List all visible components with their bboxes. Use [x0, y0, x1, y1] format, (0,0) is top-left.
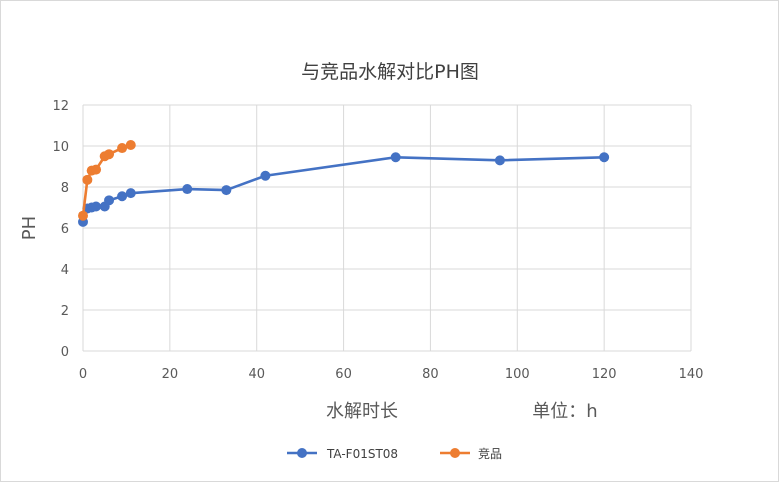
data-point	[221, 185, 232, 196]
data-point	[91, 201, 102, 212]
x-tick-label: 20	[162, 367, 179, 382]
data-point	[390, 152, 401, 163]
y-axis-label: PH	[19, 216, 40, 240]
data-point	[599, 152, 610, 163]
data-point	[117, 143, 128, 154]
y-tick-label: 0	[61, 345, 69, 360]
gridlines	[82, 104, 692, 352]
legend-marker	[450, 448, 460, 458]
data-point	[104, 149, 115, 160]
y-tick-labels: 0 2 4 6 8 10 12	[52, 99, 69, 360]
x-tick-label: 120	[592, 367, 617, 382]
data-point	[125, 139, 136, 150]
y-tick-label: 6	[61, 222, 69, 237]
data-point	[125, 188, 136, 199]
x-tick-labels: 0 20 40 60 80 100 120 140	[79, 367, 704, 382]
series-layer	[78, 139, 610, 227]
data-point	[104, 195, 115, 206]
series-0	[78, 152, 610, 227]
x-tick-label: 0	[79, 367, 87, 382]
y-tick-label: 4	[61, 263, 69, 278]
x-tick-label: 40	[248, 367, 265, 382]
data-point	[117, 191, 128, 202]
x-unit-label: 单位：h	[532, 401, 597, 422]
legend-item: TA-F01ST08	[287, 447, 398, 461]
y-tick-label: 12	[52, 99, 69, 114]
legend-marker	[297, 448, 307, 458]
legend-label: 竞品	[478, 447, 502, 461]
data-point	[91, 164, 102, 175]
x-tick-label: 80	[422, 367, 439, 382]
y-tick-label: 2	[61, 304, 69, 319]
y-tick-label: 8	[61, 181, 69, 196]
data-point	[82, 174, 93, 185]
data-point	[260, 170, 271, 181]
chart-title: 与竞品水解对比PH图	[301, 61, 479, 83]
data-point	[182, 184, 193, 195]
x-tick-label: 60	[335, 367, 352, 382]
legend-item: 竞品	[440, 447, 502, 461]
series-1	[78, 139, 136, 221]
x-tick-label: 140	[679, 367, 704, 382]
y-tick-label: 10	[52, 140, 69, 155]
x-tick-label: 100	[505, 367, 530, 382]
legend-label: TA-F01ST08	[326, 447, 398, 461]
data-point	[494, 155, 505, 166]
x-axis-label: 水解时长	[326, 401, 398, 422]
legend: TA-F01ST08 竞品	[287, 447, 502, 461]
data-point	[78, 210, 88, 221]
